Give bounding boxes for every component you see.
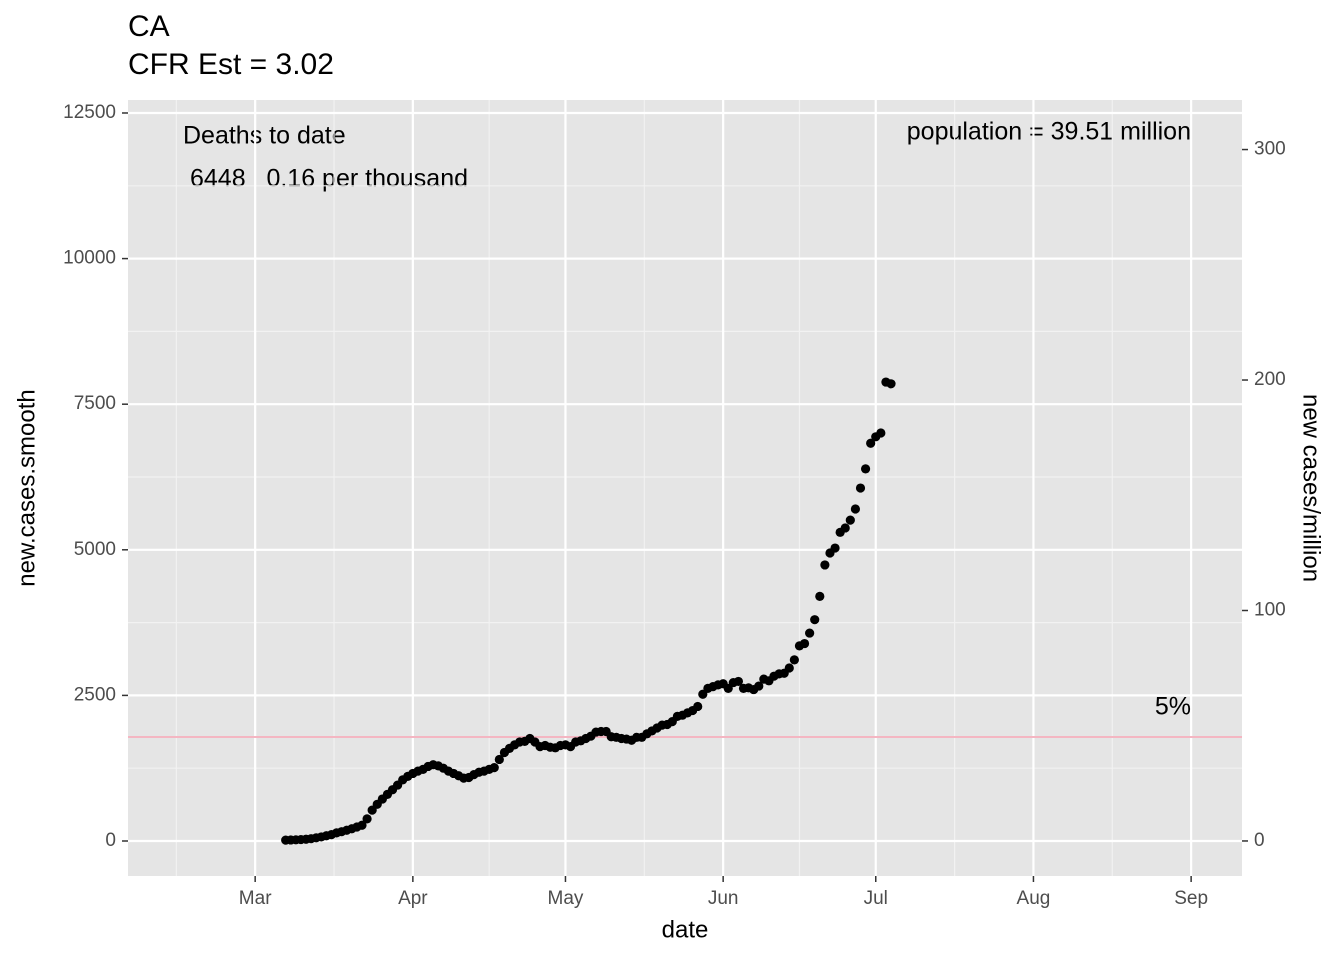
- y-tick-label: 7500: [74, 393, 116, 414]
- x-axis-title: date: [662, 916, 709, 943]
- y-axis-title: new.cases.smooth: [13, 389, 40, 586]
- y-tick-label: 0: [105, 830, 116, 851]
- chart-subtitle: CFR Est = 3.02: [128, 48, 334, 81]
- annotation: Deaths to date: [183, 122, 346, 150]
- point: [754, 681, 764, 691]
- point: [494, 754, 504, 765]
- y-tick-label: 10000: [63, 248, 116, 269]
- x-tick-label: Apr: [398, 888, 428, 909]
- y-tick-label: 5000: [74, 539, 116, 560]
- point: [733, 676, 744, 687]
- x-tick-label: Jul: [864, 888, 888, 909]
- x-tick-label: Aug: [1017, 888, 1051, 909]
- point: [850, 504, 861, 514]
- point: [489, 763, 499, 773]
- point: [820, 560, 830, 570]
- reference-label: 5%: [1155, 693, 1191, 721]
- point: [860, 464, 871, 474]
- panel: [128, 100, 1242, 876]
- x-tick-label: May: [548, 888, 584, 909]
- y-tick-label: 12500: [63, 102, 116, 123]
- annotation: population = 39.51 million: [907, 118, 1191, 146]
- point: [845, 515, 855, 525]
- point: [357, 820, 367, 830]
- point: [876, 428, 886, 438]
- x-tick-label: Sep: [1174, 888, 1208, 909]
- point: [784, 663, 794, 673]
- point: [830, 543, 840, 553]
- x-tick-label: Jun: [708, 888, 739, 909]
- y2-tick-label: 300: [1254, 139, 1286, 160]
- y2-tick-label: 100: [1254, 600, 1286, 621]
- point: [693, 701, 703, 712]
- point: [840, 523, 850, 533]
- point: [799, 638, 810, 649]
- y2-tick-label: 200: [1254, 369, 1286, 390]
- point: [855, 483, 866, 493]
- point: [805, 628, 815, 638]
- annotation: 6448 0.16 per thousand: [190, 165, 468, 193]
- point: [886, 379, 896, 389]
- point: [362, 814, 372, 824]
- point: [815, 591, 825, 601]
- point: [866, 438, 876, 448]
- point: [789, 655, 799, 665]
- x-tick-label: Mar: [239, 888, 272, 909]
- chart-title: CA: [128, 10, 170, 43]
- point: [810, 615, 820, 625]
- y2-axis-title: new cases/million: [1298, 394, 1325, 582]
- y-tick-label: 2500: [74, 684, 116, 705]
- y2-tick-label: 0: [1254, 830, 1265, 851]
